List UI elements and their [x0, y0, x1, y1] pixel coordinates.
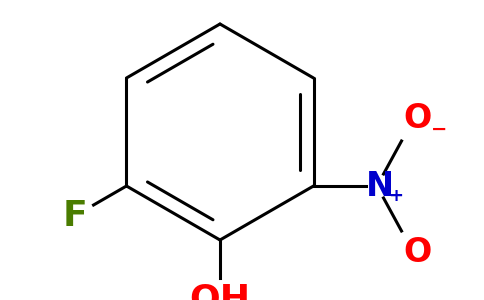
Text: −: −	[431, 119, 448, 139]
Text: N: N	[365, 169, 393, 202]
Text: F: F	[62, 199, 87, 233]
Text: +: +	[388, 187, 403, 205]
Text: O: O	[403, 236, 432, 269]
Text: OH: OH	[189, 283, 251, 300]
Text: O: O	[403, 103, 432, 136]
